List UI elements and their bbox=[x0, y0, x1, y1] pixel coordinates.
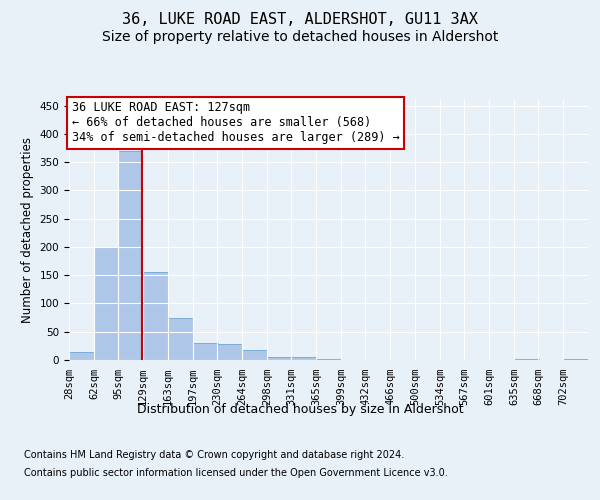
Text: Contains public sector information licensed under the Open Government Licence v3: Contains public sector information licen… bbox=[24, 468, 448, 477]
Text: Contains HM Land Registry data © Crown copyright and database right 2024.: Contains HM Land Registry data © Crown c… bbox=[24, 450, 404, 460]
Bar bbox=[118, 151, 143, 360]
Bar bbox=[267, 357, 292, 360]
Bar bbox=[94, 247, 119, 360]
Y-axis label: Number of detached properties: Number of detached properties bbox=[21, 137, 34, 323]
Text: 36, LUKE ROAD EAST, ALDERSHOT, GU11 3AX: 36, LUKE ROAD EAST, ALDERSHOT, GU11 3AX bbox=[122, 12, 478, 28]
Text: Size of property relative to detached houses in Aldershot: Size of property relative to detached ho… bbox=[102, 30, 498, 44]
Bar bbox=[242, 350, 267, 360]
Bar bbox=[168, 318, 193, 360]
Text: Distribution of detached houses by size in Aldershot: Distribution of detached houses by size … bbox=[137, 402, 463, 415]
Text: 36 LUKE ROAD EAST: 127sqm
← 66% of detached houses are smaller (568)
34% of semi: 36 LUKE ROAD EAST: 127sqm ← 66% of detac… bbox=[71, 102, 400, 144]
Bar bbox=[193, 343, 218, 360]
Bar bbox=[217, 344, 242, 360]
Bar bbox=[69, 352, 94, 360]
Bar bbox=[143, 272, 168, 360]
Bar bbox=[291, 357, 316, 360]
